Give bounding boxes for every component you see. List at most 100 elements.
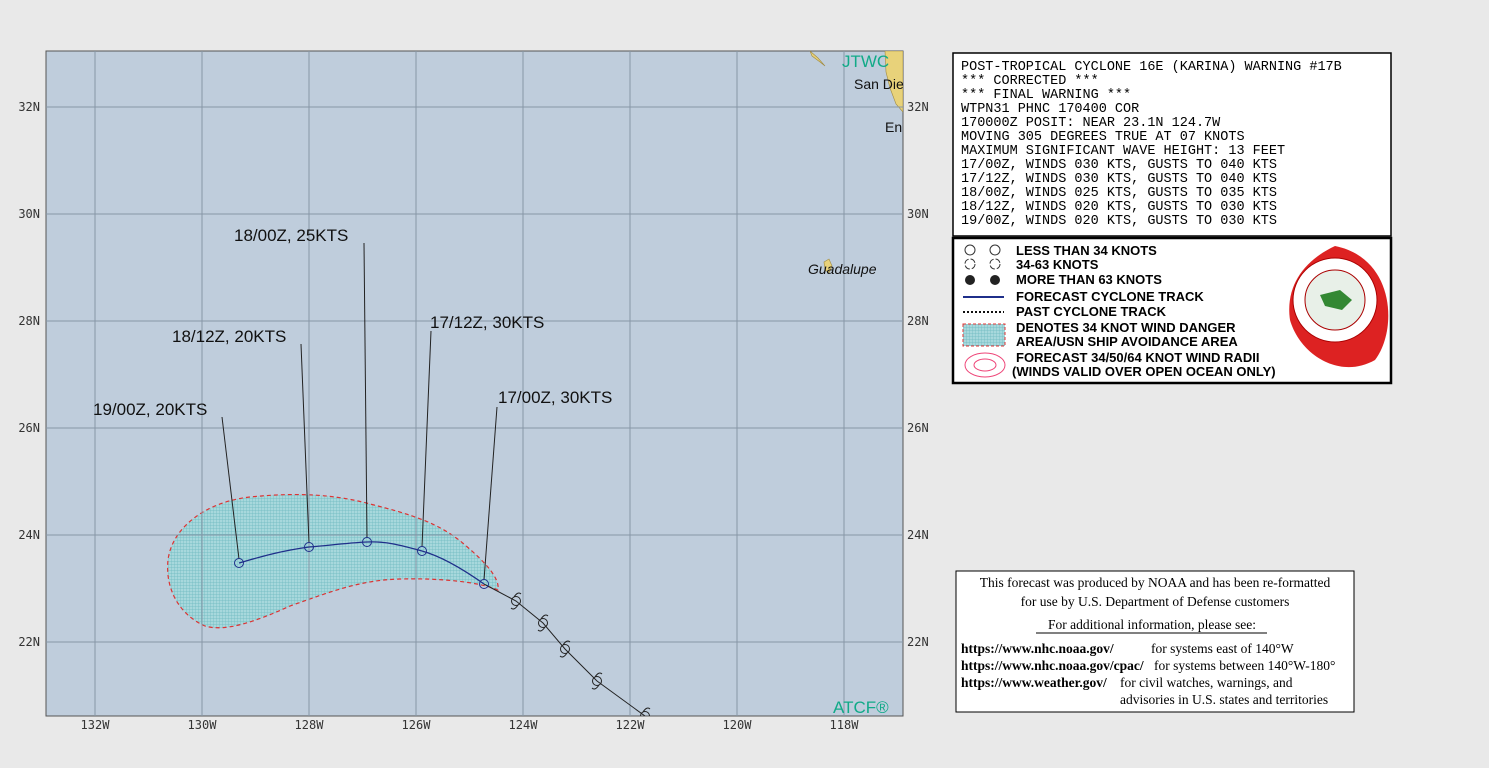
legend-symbol	[962, 323, 1006, 347]
disclaimer-text: This forecast was produced by NOAA and h…	[980, 575, 1331, 590]
legend-item: (WINDS VALID OVER OPEN OCEAN ONLY)	[1012, 364, 1276, 379]
disclaimer-tail: advisories in U.S. states and territorie…	[1120, 692, 1328, 707]
warning-line: 18/00Z, WINDS 025 KTS, GUSTS TO 035 KTS	[961, 186, 1277, 201]
lat-label: 22N	[18, 635, 40, 649]
forecast-track	[238, 541, 485, 585]
agency-label: JTWC	[842, 52, 889, 71]
past-track	[483, 583, 646, 716]
legend-symbol	[964, 258, 976, 270]
jtwc-logo	[1289, 246, 1389, 368]
lat-label: 24N	[907, 528, 929, 542]
legend-symbol	[989, 258, 1001, 270]
leader-line	[221, 416, 240, 560]
danger-area	[167, 493, 499, 629]
warning-line: 17/00Z, WINDS 030 KTS, GUSTS TO 040 KTS	[961, 158, 1277, 173]
forecast-label: 18/00Z, 25KTS	[234, 226, 348, 245]
lat-label: 28N	[18, 314, 40, 328]
warning-line: POST-TROPICAL CYCLONE 16E (KARINA) WARNI…	[961, 60, 1342, 75]
leader-line	[300, 343, 310, 544]
forecast-label: 18/12Z, 20KTS	[172, 327, 286, 346]
legend-symbol	[989, 244, 1001, 256]
legend-item: 34-63 KNOTS	[1016, 257, 1099, 272]
atcf-logo: ATCF®	[833, 698, 889, 717]
legend-symbol	[965, 275, 975, 285]
legend-symbol	[964, 244, 976, 256]
warning-line: 18/12Z, WINDS 020 KTS, GUSTS TO 030 KTS	[961, 200, 1277, 215]
lon-label: 132W	[81, 718, 111, 732]
lat-label: 30N	[18, 207, 40, 221]
forecast-label: 19/00Z, 20KTS	[93, 400, 207, 419]
forecast-position	[234, 558, 244, 568]
lon-label: 122W	[616, 718, 646, 732]
lon-label: 120W	[723, 718, 753, 732]
forecast-label: 17/00Z, 30KTS	[498, 388, 612, 407]
forecast-label: 17/12Z, 30KTS	[430, 313, 544, 332]
past-position	[592, 676, 602, 686]
legend-symbol	[964, 352, 1006, 378]
storm-symbol	[591, 672, 603, 690]
map-area	[45, 50, 904, 717]
lon-label: 126W	[402, 718, 432, 732]
warning-line: MOVING 305 DEGREES TRUE AT 07 KNOTS	[961, 130, 1245, 145]
leader-line	[483, 406, 498, 581]
legend-item: DENOTES 34 KNOT WIND DANGER	[1016, 320, 1236, 335]
legend-item: LESS THAN 34 KNOTS	[1016, 243, 1157, 258]
legend-symbol	[973, 358, 997, 372]
warning-box	[952, 52, 1392, 237]
link-url: https://www.nhc.noaa.gov/	[961, 641, 1114, 656]
legend-item: FORECAST CYCLONE TRACK	[1016, 289, 1204, 304]
lat-label: 26N	[907, 421, 929, 435]
map-content	[46, 51, 903, 716]
legend-item: FORECAST 34/50/64 KNOT WIND RADII	[1016, 350, 1259, 365]
legend-symbol	[990, 275, 1000, 285]
past-position	[511, 596, 521, 606]
legend-item: AREA/USN SHIP AVOIDANCE AREA	[1016, 334, 1238, 349]
city-label: En	[885, 119, 902, 135]
leader-line	[363, 242, 368, 539]
warning-line: 170000Z POSIT: NEAR 23.1N 124.7W	[961, 116, 1221, 131]
lat-label: 32N	[18, 100, 40, 114]
legend-item: PAST CYCLONE TRACK	[1016, 304, 1167, 319]
warning-line: *** CORRECTED ***	[961, 74, 1099, 89]
disclaimer-box	[955, 570, 1355, 713]
warning-line: *** FINAL WARNING ***	[961, 88, 1131, 103]
link-desc: for systems east of 140°W	[1151, 641, 1294, 656]
warning-line: 19/00Z, WINDS 020 KTS, GUSTS TO 030 KTS	[961, 214, 1277, 229]
link-url: https://www.weather.gov/	[961, 675, 1107, 690]
lat-label: 24N	[18, 528, 40, 542]
warning-line: MAXIMUM SIGNIFICANT WAVE HEIGHT: 13 FEET	[961, 144, 1285, 159]
disclaimer-text: for use by U.S. Department of Defense cu…	[1021, 594, 1290, 609]
past-position	[640, 711, 650, 716]
leader-line	[421, 330, 432, 548]
city-label: San Die	[854, 76, 904, 92]
forecast-position	[304, 542, 314, 552]
storm-symbol	[537, 614, 549, 632]
past-position	[560, 644, 570, 654]
link-desc: for civil watches, warnings, and	[1120, 675, 1293, 690]
forecast-position	[417, 546, 427, 556]
island	[809, 51, 826, 67]
coastline	[884, 51, 903, 113]
disclaimer-see: For additional information, please see:	[1048, 617, 1256, 632]
legend-item: MORE THAN 63 KNOTS	[1016, 272, 1162, 287]
past-position	[538, 618, 548, 628]
storm-symbol	[642, 707, 651, 713]
lat-label: 32N	[907, 100, 929, 114]
link-url: https://www.nhc.noaa.gov/cpac/	[961, 658, 1144, 673]
lat-label: 26N	[18, 421, 40, 435]
storm-symbol	[510, 592, 522, 610]
lon-label: 124W	[509, 718, 539, 732]
island-label: Guadalupe	[808, 261, 877, 277]
forecast-position	[362, 537, 372, 547]
warning-line: 17/12Z, WINDS 030 KTS, GUSTS TO 040 KTS	[961, 172, 1277, 187]
warning-line: WTPN31 PHNC 170400 COR	[961, 102, 1139, 117]
lon-label: 118W	[830, 718, 860, 732]
lat-label: 22N	[907, 635, 929, 649]
lat-label: 30N	[907, 207, 929, 221]
storm-symbol	[559, 640, 571, 658]
lat-label: 28N	[907, 314, 929, 328]
lon-label: 130W	[188, 718, 218, 732]
link-desc: for systems between 140°W-180°	[1154, 658, 1335, 673]
forecast-position	[479, 579, 489, 589]
